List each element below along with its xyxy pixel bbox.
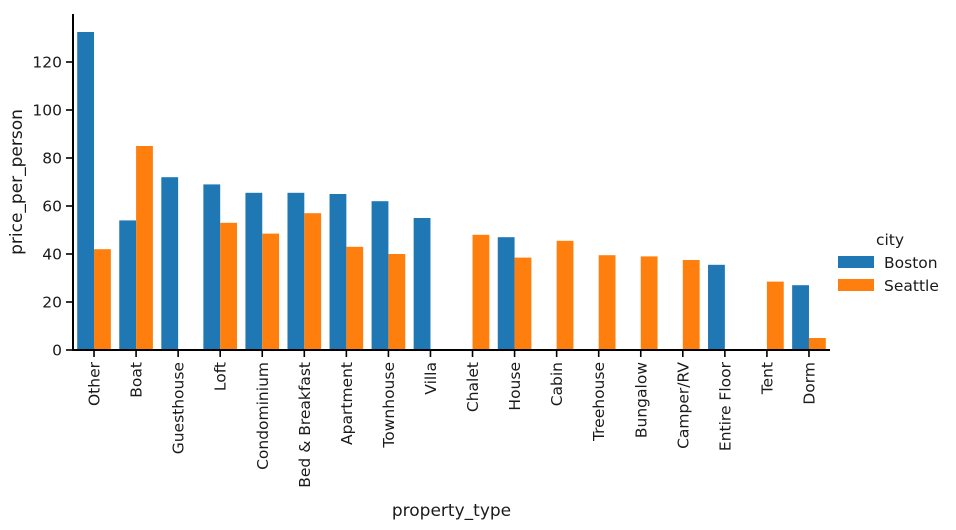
bar-seattle-tent [766,281,784,350]
y-tick-label: 80 [42,150,62,168]
bar-boston-townhouse [371,201,389,350]
y-axis-label: price_per_person [7,109,27,255]
bar-boston-guesthouse [161,177,179,350]
axes-layer: 0 20 40 60 80 100 120 Other Boat Guesthouse Loft Co… [7,14,830,521]
bar-seattle-boat [136,146,153,350]
x-tick-label: Camper/RV [674,362,692,449]
y-tick-label: 100 [32,102,62,120]
bar-boston-condominium [245,192,263,350]
bar-boston-house [497,237,515,350]
bar-seattle-chalet [472,234,490,350]
bar-boston-bed-breakfast [287,192,305,350]
bar-seattle-dorm [808,338,826,350]
bar-seattle-treehouse [598,255,616,350]
x-tick-label: Bungalow [632,362,650,438]
y-tick-label: 20 [42,294,62,312]
x-tick-label: Condominium [254,362,272,470]
bar-boston-boat [119,220,137,350]
legend-swatch-boston [838,256,874,268]
x-tick-label: Dorm [800,362,818,405]
x-tick-label: Bed & Breakfast [296,362,314,488]
x-tick-label: Guesthouse [170,362,188,454]
x-tick-label: Villa [422,362,440,395]
bar-boston-other [77,32,95,350]
bar-seattle-camper-rv [682,260,700,350]
x-axis-label: property_type [392,501,511,521]
bar-seattle-condominium [262,233,280,350]
x-tick-label: Boat [128,362,146,398]
x-tick-label: Chalet [464,362,482,412]
legend: city Boston Seattle [838,231,939,295]
y-tick-label: 60 [42,198,62,216]
bar-seattle-loft [220,222,238,350]
x-tick-label: Loft [212,362,230,391]
x-tick-label: Townhouse [380,362,398,449]
x-tick-label: Other [86,361,104,406]
x-tick-label: House [506,362,524,411]
bar-boston-loft [203,184,221,350]
legend-swatch-seattle [838,279,874,291]
y-tick-label: 0 [52,342,62,360]
legend-label-seattle: Seattle [884,277,939,295]
bar-seattle-bungalow [640,256,658,350]
bars-layer [77,32,826,350]
y-tick-label: 120 [32,54,62,72]
x-tick-label: Cabin [548,362,566,406]
bar-seattle-cabin [556,240,574,350]
bar-boston-entire-floor [708,264,725,350]
x-tick-label: Treehouse [590,362,608,442]
x-tick-label: Entire Floor [716,361,734,451]
bar-seattle-townhouse [388,254,406,350]
bar-boston-villa [413,218,431,350]
bar-seattle-bed-breakfast [304,213,322,350]
x-tick-label: Tent [758,362,776,395]
legend-label-boston: Boston [884,254,938,272]
bar-seattle-other [94,249,111,350]
bar-boston-apartment [329,194,347,350]
x-tick-label: Apartment [338,362,356,445]
bar-boston-dorm [792,285,809,350]
y-tick-label: 40 [42,246,62,264]
bar-seattle-apartment [346,246,364,350]
bar-seattle-house [514,257,532,350]
legend-title: city [876,231,904,249]
